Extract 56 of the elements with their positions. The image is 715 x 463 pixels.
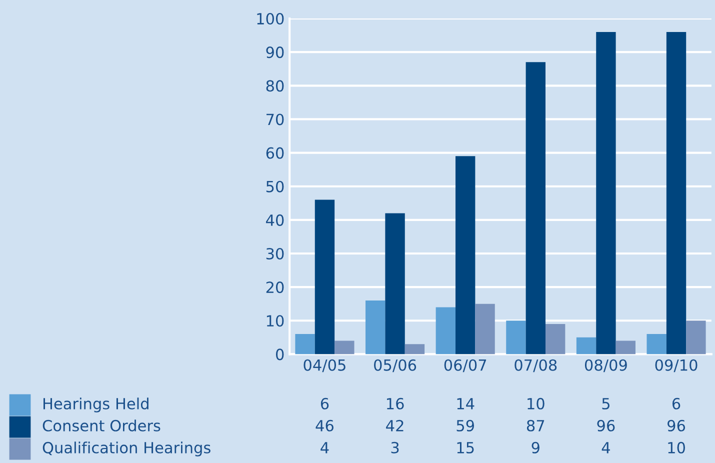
bar	[686, 320, 706, 354]
y-tick-label: 10	[266, 315, 284, 327]
bar	[646, 334, 666, 354]
bar	[596, 32, 616, 354]
y-tick-label: 100	[257, 12, 284, 25]
x-tick-label: 09/10	[655, 359, 698, 372]
y-tick-label: 40	[266, 214, 284, 226]
data-label: 9	[532, 442, 540, 454]
data-label: 42	[386, 420, 404, 432]
y-tick-label: 30	[266, 248, 284, 260]
legend-label: Qualification Hearings	[42, 442, 210, 456]
data-label: 10	[668, 442, 685, 454]
y-tick-label: 90	[266, 46, 284, 58]
legend-label: Hearings Held	[44, 398, 148, 412]
bar	[456, 156, 476, 354]
bar	[295, 334, 315, 354]
data-label: 4	[602, 442, 610, 454]
data-label: 6	[672, 398, 680, 410]
x-tick-label: 07/08	[514, 359, 557, 372]
bar	[616, 340, 636, 354]
bar	[506, 320, 526, 354]
legend-label: Consent Orders	[42, 420, 160, 432]
x-tick-label: 04/05	[304, 359, 346, 372]
data-label: 16	[386, 398, 404, 410]
bar	[475, 304, 495, 354]
y-tick-label: 0	[276, 348, 284, 360]
data-label: 3	[391, 442, 399, 454]
x-tick-label: 06/07	[444, 359, 486, 372]
bar	[404, 344, 425, 354]
data-label: 6	[320, 398, 329, 410]
x-tick-label: 05/06	[374, 359, 416, 372]
bar	[385, 213, 405, 354]
bar	[366, 300, 386, 354]
bar	[526, 62, 546, 354]
y-tick-label: 50	[266, 180, 284, 192]
data-label: 5	[602, 398, 610, 410]
data-label: 96	[668, 420, 686, 432]
y-tick-label: 80	[266, 80, 284, 92]
bar	[314, 200, 335, 354]
data-label: 59	[456, 420, 474, 432]
bar	[576, 337, 596, 354]
data-label: 14	[457, 398, 474, 410]
data-label: 87	[526, 420, 544, 432]
bar	[334, 340, 354, 354]
y-tick-label: 60	[266, 147, 284, 159]
data-label: 10	[528, 398, 544, 410]
y-tick-label: 20	[266, 282, 284, 294]
bar	[666, 32, 686, 354]
data-label: 46	[316, 420, 334, 432]
bar	[436, 307, 456, 354]
x-tick-label: 08/09	[584, 359, 627, 372]
data-label: 96	[597, 420, 615, 432]
bar	[545, 324, 566, 354]
data-label: 15	[457, 442, 474, 454]
y-tick-label: 70	[266, 114, 284, 126]
data-label: 4	[320, 442, 329, 454]
